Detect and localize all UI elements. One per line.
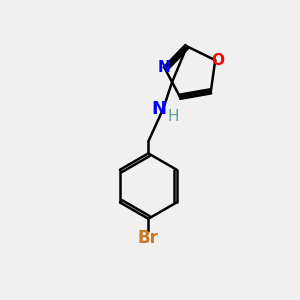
Text: N: N	[157, 60, 170, 75]
Text: Br: Br	[138, 229, 159, 247]
Text: H: H	[168, 109, 179, 124]
Text: O: O	[212, 53, 225, 68]
Text: N: N	[151, 100, 166, 118]
